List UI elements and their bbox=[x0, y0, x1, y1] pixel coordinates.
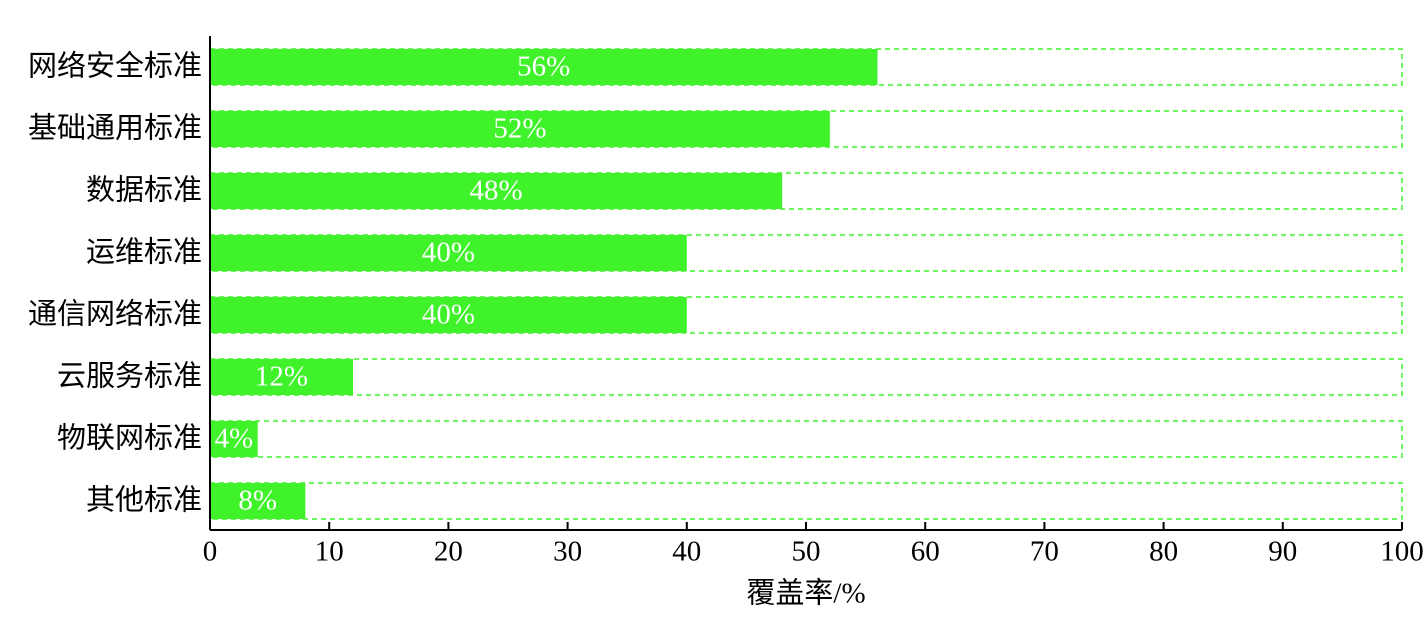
bar bbox=[210, 483, 306, 519]
x-axis-label: 覆盖率/% bbox=[746, 577, 865, 610]
bar bbox=[210, 359, 354, 395]
y-tick-label: 通信网络标准 bbox=[28, 298, 202, 331]
value-label: 40% bbox=[422, 299, 475, 331]
y-tick-label: 其他标准 bbox=[86, 484, 202, 517]
y-tick-label: 云服务标准 bbox=[57, 360, 202, 393]
value-label: 8% bbox=[238, 485, 277, 517]
x-tick-label: 70 bbox=[1030, 536, 1059, 568]
bar-track bbox=[209, 358, 1403, 396]
bar bbox=[210, 297, 687, 333]
x-tick-label: 50 bbox=[792, 536, 821, 568]
value-label: 48% bbox=[469, 175, 522, 207]
bar-track bbox=[209, 172, 1403, 210]
y-tick-label: 物联网标准 bbox=[57, 422, 202, 455]
y-tick-label: 数据标准 bbox=[86, 174, 202, 207]
value-label: 4% bbox=[215, 423, 254, 455]
value-label: 40% bbox=[422, 237, 475, 269]
x-tick-label: 80 bbox=[1149, 536, 1178, 568]
bar-track bbox=[209, 482, 1403, 520]
x-tick-label: 100 bbox=[1380, 536, 1424, 568]
x-tick-label: 0 bbox=[203, 536, 218, 568]
bar bbox=[210, 111, 830, 147]
bar bbox=[210, 235, 687, 271]
bar-track bbox=[209, 420, 1403, 458]
y-tick-label: 网络安全标准 bbox=[28, 50, 202, 83]
x-tick-label: 30 bbox=[553, 536, 582, 568]
bar-track bbox=[209, 296, 1403, 334]
y-tick-label: 基础通用标准 bbox=[28, 112, 202, 145]
bar bbox=[210, 173, 783, 209]
x-tick-label: 10 bbox=[315, 536, 344, 568]
bar bbox=[210, 421, 258, 457]
bar bbox=[210, 49, 878, 85]
x-tick-label: 60 bbox=[911, 536, 940, 568]
value-label: 56% bbox=[517, 51, 570, 83]
bar-track bbox=[209, 234, 1403, 272]
x-tick-label: 40 bbox=[672, 536, 701, 568]
x-tick-label: 20 bbox=[434, 536, 463, 568]
value-label: 12% bbox=[255, 361, 308, 393]
value-label: 52% bbox=[493, 113, 546, 145]
x-tick-label: 90 bbox=[1268, 536, 1297, 568]
y-tick-label: 运维标准 bbox=[86, 236, 202, 269]
